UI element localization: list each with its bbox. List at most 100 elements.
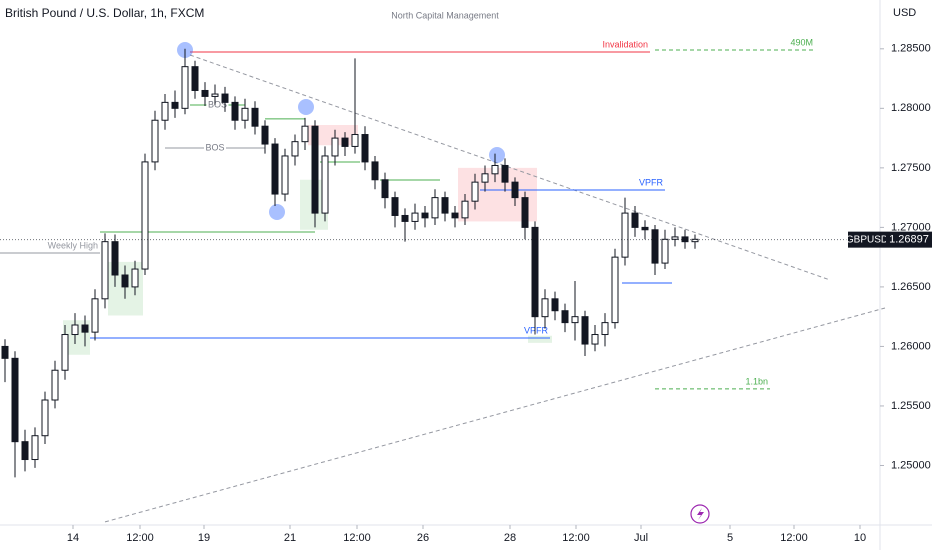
x-tick-label: 21 <box>284 532 296 544</box>
candle-body <box>161 101 169 121</box>
candle-body <box>691 238 699 243</box>
plot-area: Invalidation 490M Weekly High VPFR BOS BOS VPF… <box>0 37 886 523</box>
currency-label: USD <box>893 7 916 19</box>
candle-body <box>471 181 479 202</box>
candle-body <box>491 164 499 175</box>
candle-body <box>91 298 99 333</box>
candle-body <box>421 212 429 219</box>
candle-body <box>1 345 9 359</box>
candle-body <box>601 322 609 336</box>
drawing-label: VPFR <box>639 177 664 187</box>
symbol-tag <box>848 231 886 248</box>
candle-body <box>541 298 549 318</box>
y-tick-label: 1.28500 <box>891 43 931 55</box>
x-tick-label: 10 <box>854 532 866 544</box>
x-tick-label: 26 <box>417 532 429 544</box>
candle-body <box>641 226 649 231</box>
y-tick-label: 1.27500 <box>891 162 931 174</box>
candle-body <box>551 298 559 312</box>
candle-body <box>61 334 69 371</box>
candle-body <box>51 369 59 401</box>
candle-body <box>221 93 229 103</box>
candle-body <box>501 164 509 183</box>
candle-body <box>181 66 189 109</box>
pivot-marker <box>298 99 314 116</box>
label-bg <box>204 141 226 154</box>
candle-body <box>611 256 619 324</box>
candle-body <box>311 125 319 214</box>
candle-body <box>511 181 519 199</box>
candle-body <box>141 161 149 270</box>
candle-body <box>401 214 409 222</box>
x-tick-label: 12:00 <box>562 532 590 544</box>
drawing-label: BOS <box>205 142 224 152</box>
candle-body <box>201 89 209 97</box>
y-tick-label: 1.25500 <box>891 400 931 412</box>
candle-body <box>11 357 19 443</box>
bolt-icon <box>690 504 710 524</box>
candle-body <box>431 197 439 219</box>
price-tag <box>886 231 932 248</box>
candle-body <box>271 143 279 195</box>
level-line <box>189 54 831 281</box>
x-tick-label: 12:00 <box>780 532 808 544</box>
candle-body <box>441 197 449 214</box>
candle-body <box>211 93 219 97</box>
candle-body <box>521 197 529 228</box>
candle-body <box>291 141 299 157</box>
candle-body <box>461 200 469 219</box>
candle-body <box>581 316 589 345</box>
x-tick-label: 5 <box>727 532 733 544</box>
y-tick-label: 1.27000 <box>891 221 931 233</box>
x-tick-label: Jul <box>634 532 648 544</box>
candle-body <box>381 179 389 199</box>
level-line <box>104 307 886 523</box>
candle-body <box>531 226 539 318</box>
candle-body <box>81 324 89 333</box>
candle-body <box>361 134 369 163</box>
y-tick-label: 1.26000 <box>891 340 931 352</box>
drawing-label: Weekly High <box>48 240 98 250</box>
candle-body <box>561 310 569 324</box>
x-tick-label: 28 <box>504 532 516 544</box>
candle-body <box>371 161 379 181</box>
candle-body <box>101 241 109 300</box>
candle-body <box>411 212 419 222</box>
candle-body <box>631 212 639 228</box>
last-price-label: 1.26897 <box>889 234 929 246</box>
candle-body <box>301 125 309 143</box>
x-tick-label: 12:00 <box>343 532 371 544</box>
x-tick-label: 19 <box>198 532 210 544</box>
drawing-label: VPFR <box>524 325 549 335</box>
candle-body <box>171 101 179 109</box>
drawing-label: BOS <box>208 99 227 109</box>
symbol-label: GBPUSD <box>846 234 888 245</box>
candle-body <box>231 101 239 121</box>
y-tick-label: 1.25000 <box>891 459 931 471</box>
drawing-label: 490M <box>790 37 813 47</box>
candle-body <box>241 107 249 121</box>
candle-body <box>621 212 629 258</box>
candle-body <box>481 173 489 183</box>
drawing-label: Invalidation <box>602 39 648 49</box>
candle-body <box>71 324 79 336</box>
candle-body <box>341 137 349 147</box>
candle-body <box>281 155 289 195</box>
drawing-label: 1.1bn <box>745 376 768 386</box>
candle-body <box>41 399 49 437</box>
x-tick-label: 12:00 <box>126 532 154 544</box>
candle-body <box>251 107 259 127</box>
y-tick-label: 1.28000 <box>891 102 931 114</box>
candle-body <box>571 316 579 324</box>
chart-title: British Pound / U.S. Dollar, 1h, FXCM <box>5 6 204 20</box>
zone-box <box>528 335 552 343</box>
candle-body <box>191 66 199 91</box>
candle-body <box>151 119 159 163</box>
watermark: North Capital Management <box>391 10 499 20</box>
candle-body <box>681 236 689 243</box>
candle-body <box>261 125 269 145</box>
pivot-marker <box>269 204 285 221</box>
candle-body <box>591 334 599 345</box>
